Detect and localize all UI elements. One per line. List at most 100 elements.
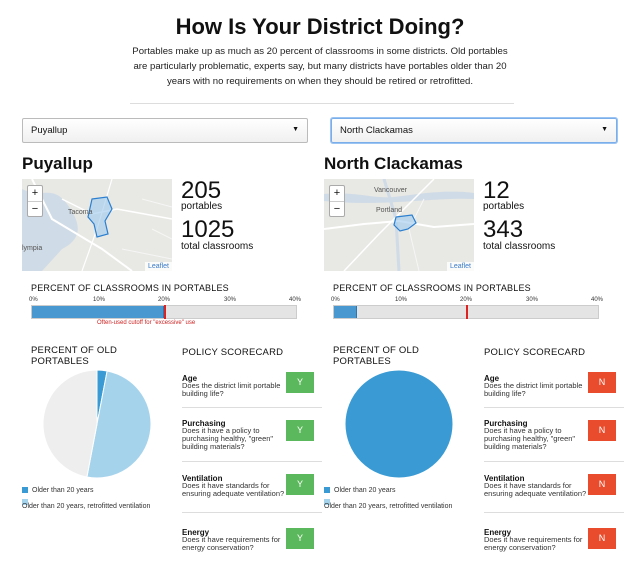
zoom-in-button[interactable]: +: [31, 187, 39, 199]
old-portables-pie: [42, 369, 152, 479]
score-badge: Y: [286, 420, 314, 441]
district-map[interactable]: Tacoma lympia + − Leaflet: [22, 179, 172, 271]
district-map[interactable]: Vancouver Portland + − Leaflet: [324, 179, 474, 271]
legend-swatch: [324, 499, 330, 506]
policy-purchasing-question: Does it have a policy to purchasing heal…: [484, 426, 576, 451]
cutoff-note: Often-used cutoff for "excessive" use: [97, 320, 196, 326]
divider: [182, 512, 322, 513]
policy-energy-name: Energy: [182, 528, 210, 537]
tick-label: 0%: [29, 297, 38, 303]
pct-bar-fill: [334, 306, 358, 318]
legend-swatch: [22, 499, 28, 506]
tick-label: 40%: [591, 297, 604, 303]
policy-age-question: Does the district limit portable buildin…: [484, 381, 583, 398]
zoom-out-button[interactable]: −: [28, 201, 42, 216]
portables-count: 205: [181, 177, 222, 204]
map-zoom-control: + −: [329, 185, 345, 217]
tick-label: 20%: [158, 297, 171, 303]
score-badge: N: [588, 420, 616, 441]
portables-label: portables: [181, 201, 223, 212]
classrooms-label: total classrooms: [483, 241, 556, 252]
district-select-right[interactable]: North Clackamas ▼: [331, 118, 617, 143]
map-label: Tacoma: [68, 209, 93, 216]
policy-purchasing-name: Purchasing: [484, 419, 528, 428]
map-label: Vancouver: [374, 187, 407, 194]
cutoff-marker: [466, 305, 468, 319]
intro-text: Portables make up as much as 20 percent …: [132, 46, 508, 87]
pct-old-title: PERCENT OF OLD PORTABLES: [333, 345, 420, 367]
divider: [484, 512, 624, 513]
policy-age-question: Does the district limit portable buildin…: [182, 381, 281, 398]
policy-title: POLICY SCORECARD: [182, 347, 284, 358]
tick-label: 20%: [460, 297, 473, 303]
score-badge: N: [588, 474, 616, 495]
policy-ventilation-name: Ventilation: [484, 474, 525, 483]
policy-ventilation-name: Ventilation: [182, 474, 223, 483]
policy-ventilation-question: Does it have standards for ensuring adeq…: [182, 481, 285, 498]
legend-swatch: [22, 487, 28, 494]
tick-label: 0%: [331, 297, 340, 303]
classrooms-label: total classrooms: [181, 241, 254, 252]
policy-purchasing-name: Purchasing: [182, 419, 226, 428]
chevron-down-icon: ▼: [292, 126, 299, 133]
legend-old-label: Older than 20 years: [334, 487, 396, 494]
legend-retrofit-label: Older than 20 years, retrofitted ventila…: [22, 503, 151, 510]
pct-classrooms-title: PERCENT OF CLASSROOMS IN PORTABLES: [333, 283, 531, 293]
legend-retrofit-label: Older than 20 years, retrofitted ventila…: [324, 503, 453, 510]
policy-age-name: Age: [182, 374, 198, 383]
district-name: Puyallup: [22, 154, 93, 173]
pct-bar: [31, 305, 297, 319]
leaflet-attribution-link[interactable]: Leaflet: [144, 262, 172, 271]
legend-retrofit: [324, 499, 334, 506]
policy-title: POLICY SCORECARD: [484, 347, 586, 358]
chevron-down-icon: ▼: [601, 126, 608, 133]
leaflet-attribution-link[interactable]: Leaflet: [446, 262, 474, 271]
policy-energy-question: Does it have requirements for energy con…: [182, 535, 281, 552]
portables-count: 12: [483, 177, 510, 204]
district-select-left[interactable]: Puyallup ▼: [22, 118, 308, 143]
tick-label: 10%: [93, 297, 106, 303]
divider: [182, 461, 322, 462]
legend-swatch: [324, 487, 330, 494]
pct-bar: [333, 305, 599, 319]
district-select-left-value: Puyallup: [31, 125, 68, 136]
legend-retrofit: [22, 499, 32, 506]
district-name: North Clackamas: [324, 154, 463, 173]
old-portables-pie: [344, 369, 454, 479]
map-zoom-control: + −: [27, 185, 43, 217]
policy-purchasing-question: Does it have a policy to purchasing heal…: [182, 426, 274, 451]
portables-label: portables: [483, 201, 525, 212]
pct-old-title: PERCENT OF OLD PORTABLES: [31, 345, 118, 367]
cutoff-marker: [164, 305, 166, 319]
zoom-out-button[interactable]: −: [330, 201, 344, 216]
legend-old-label: Older than 20 years: [32, 487, 94, 494]
score-badge: Y: [286, 474, 314, 495]
district-select-right-value: North Clackamas: [340, 125, 413, 136]
tick-label: 40%: [289, 297, 302, 303]
score-badge: Y: [286, 528, 314, 549]
score-badge: N: [588, 528, 616, 549]
pct-bar-fill: [32, 306, 164, 318]
divider: [484, 461, 624, 462]
pie-slice-old: [344, 369, 454, 479]
tick-label: 10%: [395, 297, 408, 303]
classrooms-count: 343: [483, 216, 524, 243]
page-title: How Is Your District Doing?: [175, 14, 465, 39]
tick-label: 30%: [526, 297, 539, 303]
tick-label: 30%: [224, 297, 237, 303]
policy-energy-name: Energy: [484, 528, 512, 537]
divider: [130, 103, 514, 104]
zoom-in-button[interactable]: +: [333, 187, 341, 199]
policy-ventilation-question: Does it have standards for ensuring adeq…: [484, 481, 587, 498]
classrooms-count: 1025: [181, 216, 235, 243]
pct-classrooms-title: PERCENT OF CLASSROOMS IN PORTABLES: [31, 283, 229, 293]
map-label: lympia: [22, 245, 43, 252]
map-tiles: [22, 179, 172, 271]
legend-old: Older than 20 years: [22, 487, 93, 494]
divider: [182, 407, 322, 408]
map-label: Portland: [376, 207, 403, 214]
map-tiles: [324, 179, 474, 271]
legend-old: Older than 20 years: [324, 487, 395, 494]
pie-slice-retrofit: [86, 370, 152, 479]
divider: [484, 407, 624, 408]
